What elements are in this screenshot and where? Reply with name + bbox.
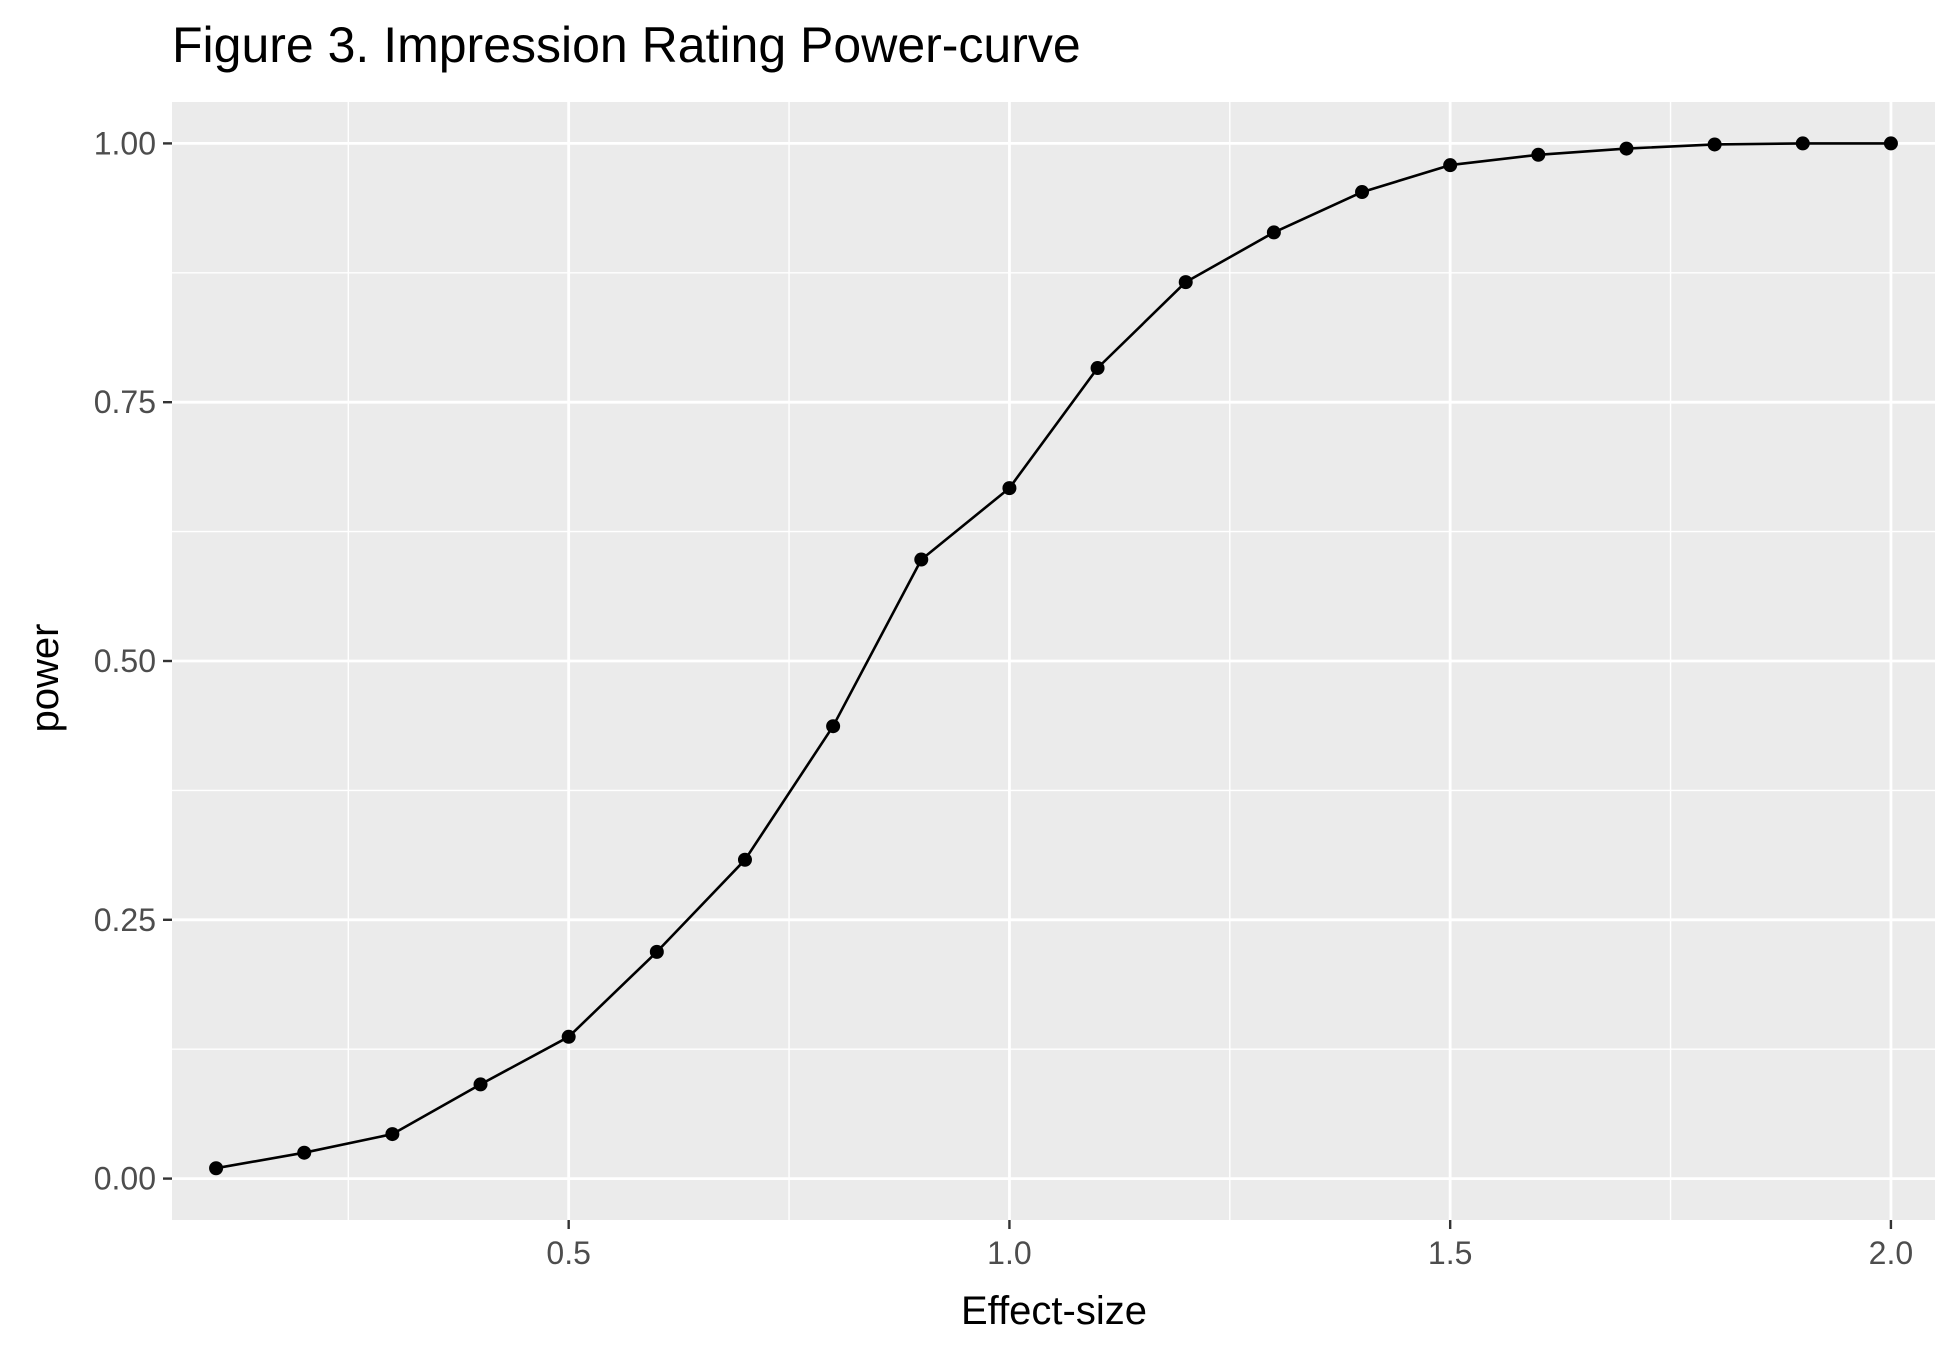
x-tick-label: 1.5 bbox=[1428, 1235, 1472, 1271]
data-point bbox=[1002, 481, 1017, 496]
data-point bbox=[1178, 275, 1193, 290]
y-tick-label: 0.00 bbox=[94, 1161, 156, 1197]
data-point bbox=[1883, 136, 1898, 151]
data-point bbox=[1707, 137, 1722, 152]
x-tick-label: 2.0 bbox=[1869, 1235, 1913, 1271]
data-point bbox=[1090, 361, 1105, 376]
x-tick-label: 0.5 bbox=[546, 1235, 590, 1271]
y-tick-label: 0.25 bbox=[94, 902, 156, 938]
data-point bbox=[561, 1029, 576, 1044]
data-point bbox=[649, 944, 664, 959]
y-tick-label: 0.50 bbox=[94, 643, 156, 679]
data-point bbox=[297, 1145, 312, 1160]
data-point bbox=[1795, 136, 1810, 151]
y-axis: 0.00 0.25 0.50 0.75 1.00 bbox=[94, 125, 172, 1197]
data-point bbox=[914, 552, 929, 567]
data-point bbox=[737, 852, 752, 867]
data-line bbox=[215, 142, 1891, 1170]
y-axis-title: power bbox=[23, 624, 67, 733]
x-axis-title: Effect-size bbox=[961, 1289, 1147, 1333]
data-point bbox=[385, 1127, 400, 1142]
y-tick-label: 1.00 bbox=[94, 125, 156, 161]
x-tick-label: 1.0 bbox=[987, 1235, 1031, 1271]
data-point bbox=[1355, 185, 1370, 200]
data-point bbox=[1443, 158, 1458, 173]
data-point bbox=[1266, 225, 1281, 240]
y-tick-label: 0.75 bbox=[94, 384, 156, 420]
data-point bbox=[826, 719, 841, 734]
major-gridlines bbox=[172, 102, 1935, 1220]
chart-title: Figure 3. Impression Rating Power-curve bbox=[172, 17, 1081, 73]
data-point bbox=[1531, 147, 1546, 162]
data-point bbox=[209, 1161, 224, 1176]
x-axis: 0.5 1.0 1.5 2.0 bbox=[546, 1220, 1913, 1271]
data-point bbox=[473, 1077, 488, 1092]
series-line bbox=[215, 142, 1891, 1170]
data-points bbox=[209, 136, 1898, 1176]
data-point bbox=[1619, 141, 1634, 156]
